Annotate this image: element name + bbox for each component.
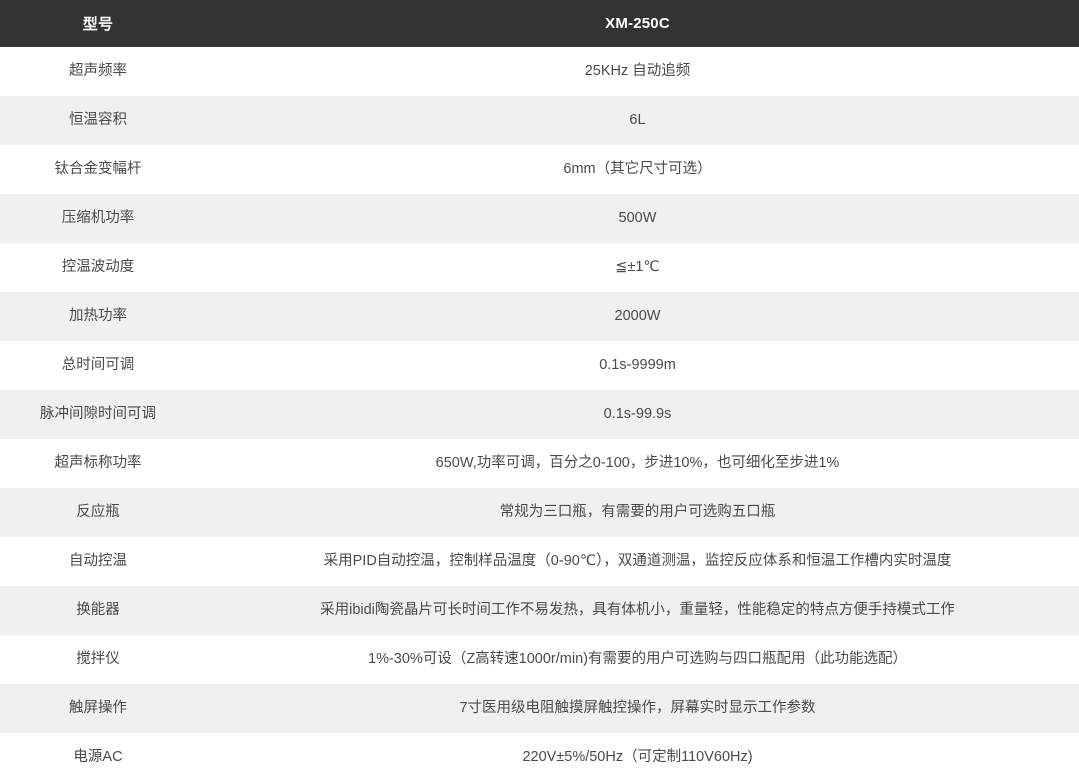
- row-label-cell: 搅拌仪: [76, 651, 120, 668]
- row-label-cell: 触屏操作: [69, 700, 127, 717]
- row-label-cell: 压缩机功率: [61, 210, 135, 227]
- table-row: 电源AC 220V±5%/50Hz（可定制110V60Hz): [0, 733, 1079, 782]
- row-value-cell: 25KHz 自动追频: [584, 63, 691, 80]
- row-value-cell: 常规为三口瓶，有需要的用户可选购五口瓶: [499, 504, 776, 521]
- row-value-cell: 采用ibidi陶瓷晶片可长时间工作不易发热，具有体机小，重量轻，性能稳定的特点方…: [320, 602, 955, 619]
- row-label-cell: 加热功率: [69, 308, 127, 325]
- row-label-cell: 自动控温: [69, 553, 127, 570]
- row-label-cell: 换能器: [76, 602, 120, 619]
- table-row: 加热功率 2000W: [0, 292, 1079, 341]
- row-value-cell: 0.1s-99.9s: [603, 406, 672, 423]
- row-label-cell: 超声频率: [69, 63, 127, 80]
- table-row: 脉冲间隙时间可调 0.1s-99.9s: [0, 390, 1079, 439]
- row-value-cell: 6L: [629, 112, 646, 129]
- table-row: 恒温容积 6L: [0, 96, 1079, 145]
- row-value-cell: 0.1s-9999m: [599, 357, 676, 374]
- table-body: 超声频率 25KHz 自动追频恒温容积 6L 钛合金变幅杆 6mm（其它尺寸可选） 压缩机…: [0, 47, 1079, 782]
- row-label-cell: 反应瓶: [76, 504, 120, 521]
- row-label-cell: 脉冲间隙时间可调: [40, 406, 156, 423]
- table-row: 触屏操作 7寸医用级电阻触摸屏触控操作，屏幕实时显示工作参数: [0, 684, 1079, 733]
- table-row: 钛合金变幅杆 6mm（其它尺寸可选）: [0, 145, 1079, 194]
- row-label-cell: 恒温容积: [69, 112, 127, 129]
- table-row: 搅拌仪 1%-30%可设（Z高转速1000r/min)有需要的用户可选购与四口瓶配…: [0, 635, 1079, 684]
- row-value-cell: 采用PID自动控温，控制样品温度（0-90℃），双通道测温，监控反应体系和恒温工…: [323, 553, 952, 570]
- header-cell-parameter: 型号: [82, 16, 114, 33]
- row-value-cell: 7寸医用级电阻触摸屏触控操作，屏幕实时显示工作参数: [459, 700, 816, 717]
- row-value-cell: 220V±5%/50Hz（可定制110V60Hz): [522, 749, 753, 766]
- row-value-cell: 650W,功率可调，百分之0-100，步进10%，也可细化至步进1%: [435, 455, 840, 472]
- table-row: 换能器 采用ibidi陶瓷晶片可长时间工作不易发热，具有体机小，重量轻，性能稳定的…: [0, 586, 1079, 635]
- row-label-cell: 钛合金变幅杆: [54, 161, 142, 178]
- table-row: 控温波动度 ≦±1℃: [0, 243, 1079, 292]
- header-cell-model: XM-250C: [605, 15, 670, 32]
- table-row: 压缩机功率 500W: [0, 194, 1079, 243]
- row-label-cell: 总时间可调: [61, 357, 135, 374]
- table-row: 超声频率 25KHz 自动追频: [0, 47, 1079, 96]
- row-value-cell: 6mm（其它尺寸可选）: [563, 161, 712, 178]
- row-value-cell: ≦±1℃: [615, 259, 660, 276]
- row-value-cell: 2000W: [614, 308, 661, 325]
- table-header: 型号 XM-250C: [0, 0, 1079, 47]
- table-header-row: 型号 XM-250C: [0, 0, 1079, 47]
- row-label-cell: 控温波动度: [61, 259, 135, 276]
- table-row: 自动控温 采用PID自动控温，控制样品温度（0-90℃），双通道测温，监控反应体系…: [0, 537, 1079, 586]
- row-value-cell: 500W: [618, 210, 657, 227]
- table-row: 总时间可调 0.1s-9999m: [0, 341, 1079, 390]
- table-row: 反应瓶 常规为三口瓶，有需要的用户可选购五口瓶: [0, 488, 1079, 537]
- row-value-cell: 1%-30%可设（Z高转速1000r/min)有需要的用户可选购与四口瓶配用（此…: [368, 651, 907, 668]
- table-row: 超声标称功率 650W,功率可调，百分之0-100，步进10%，也可细化至步进1%: [0, 439, 1079, 488]
- row-label-cell: 电源AC: [73, 749, 123, 766]
- row-label-cell: 超声标称功率: [54, 455, 142, 472]
